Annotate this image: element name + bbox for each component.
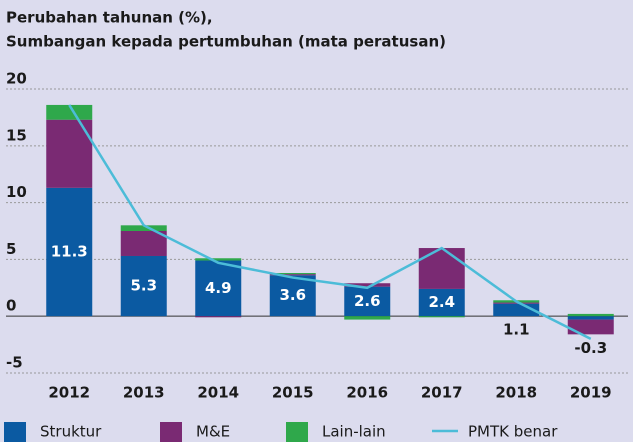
bar-segment [269, 274, 316, 276]
legend-label: Struktur [40, 423, 102, 441]
legend-label: M&E [196, 423, 230, 441]
bar-segment [120, 231, 167, 256]
data-label: 5.3 [130, 277, 157, 295]
bar-segment [493, 302, 540, 304]
bar-segment [120, 255, 167, 317]
data-label: 2.4 [428, 293, 455, 311]
x-tick-label: 2016 [346, 384, 388, 402]
x-tick-label: 2017 [421, 384, 463, 402]
x-tick-label: 2019 [570, 384, 612, 402]
legend-swatch [286, 422, 308, 442]
bar-segment [567, 313, 614, 317]
x-tick-label: 2012 [48, 384, 90, 402]
y-tick-label: 10 [6, 183, 27, 201]
bar-segment [567, 316, 614, 320]
bar-segment [269, 275, 316, 317]
bar-segment [195, 260, 242, 317]
chart-subtitle: Sumbangan kepada pertumbuhan (mata perat… [6, 33, 446, 51]
bar-segment [46, 187, 93, 317]
x-tick-label: 2015 [272, 384, 314, 402]
data-label: 1.1 [503, 321, 530, 339]
bar-segment [46, 104, 93, 120]
y-tick-label: 0 [6, 297, 16, 315]
x-tick-label: 2013 [123, 384, 165, 402]
x-tick-label: 2014 [197, 384, 239, 402]
y-tick-label: -5 [6, 353, 23, 371]
bar-segment [120, 225, 167, 231]
bar-segment [344, 283, 391, 287]
bar-segment [567, 319, 614, 335]
chart-title: Perubahan tahunan (%), [6, 9, 213, 27]
legend-label: Lain-lain [322, 423, 386, 441]
bar-segment [344, 286, 391, 317]
legend-swatch [160, 422, 182, 442]
data-label: 4.9 [205, 279, 232, 297]
bar-segment [418, 248, 465, 289]
y-tick-label: 5 [6, 240, 16, 258]
legend-swatch [4, 422, 26, 442]
y-tick-label: 20 [6, 70, 27, 88]
bar-segment [418, 316, 465, 318]
bar-segment [418, 288, 465, 317]
legend-label: PMTK benar [468, 423, 558, 441]
data-label: -0.3 [574, 339, 607, 357]
x-tick-label: 2018 [495, 384, 537, 402]
bar-segment [195, 258, 242, 261]
bar-segment [195, 316, 242, 318]
data-label: 11.3 [51, 243, 88, 261]
bar-segment [269, 273, 316, 275]
data-label: 2.6 [354, 292, 381, 310]
bar-segment [344, 316, 391, 320]
data-label: 3.6 [279, 286, 306, 304]
line [68, 104, 592, 341]
y-tick-label: 15 [6, 126, 27, 144]
